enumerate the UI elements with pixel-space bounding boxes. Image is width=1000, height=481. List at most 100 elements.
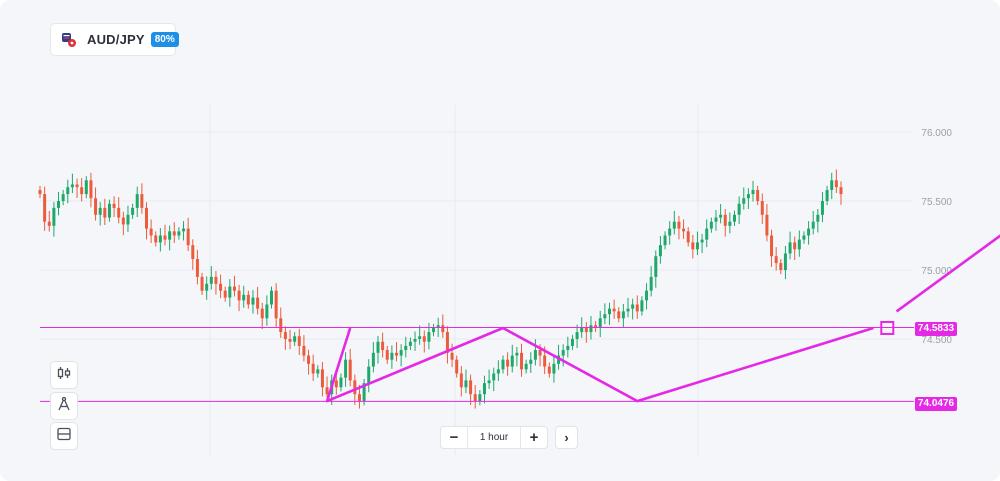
candle-body	[751, 189, 755, 195]
candle-body	[737, 203, 741, 215]
candle-body	[297, 336, 301, 346]
candle-body	[381, 341, 385, 351]
support-price-tag: 74.0476	[915, 397, 957, 411]
candle-body	[75, 184, 79, 188]
asset-selector[interactable]: AUD/JPY 80%	[50, 23, 179, 56]
candle-body	[719, 214, 723, 218]
scroll-forward-button[interactable]: ›	[555, 426, 578, 449]
candle-body	[529, 359, 533, 364]
candle-body	[362, 383, 366, 402]
candle-body	[103, 207, 107, 218]
drawing-tools-button[interactable]	[50, 392, 78, 420]
candle-body	[668, 228, 672, 236]
candle-body	[788, 242, 792, 254]
resistance-price-tag: 74.5833	[915, 322, 957, 336]
candle-body	[195, 258, 199, 277]
drawing-tool-icon	[56, 396, 72, 417]
candle-body	[265, 304, 269, 319]
candle-body	[390, 352, 394, 360]
candle-body	[566, 345, 570, 351]
candle-body	[575, 332, 579, 339]
candle-body	[686, 231, 690, 243]
candle-body	[816, 214, 820, 222]
candle-body	[357, 394, 361, 402]
candle-body	[140, 194, 144, 208]
candle-body	[672, 221, 676, 229]
candle-body	[770, 235, 774, 257]
candle-body	[473, 394, 477, 402]
double-bottom-pattern-line	[325, 326, 874, 403]
candle-body	[107, 203, 111, 218]
candle-body	[353, 380, 357, 395]
candle-body	[654, 256, 658, 277]
chart-type-button[interactable]	[50, 361, 78, 389]
candle-body	[714, 217, 718, 222]
candle-body	[510, 355, 514, 367]
timeframe-label[interactable]: 1 hour	[467, 427, 521, 448]
candle-body	[404, 345, 408, 351]
candle-body	[820, 201, 824, 215]
candle-body	[43, 194, 47, 222]
candle-body	[112, 203, 116, 208]
candle-body	[47, 221, 51, 226]
indicators-button[interactable]	[50, 422, 78, 450]
candle-body	[487, 380, 491, 384]
candle-body	[307, 355, 311, 364]
candle-body	[515, 352, 519, 356]
candle-body	[334, 380, 338, 388]
candle-body	[700, 239, 704, 243]
candle-body	[783, 253, 787, 270]
candle-body	[422, 336, 426, 342]
candle-body	[144, 207, 148, 229]
candle-body	[649, 276, 653, 291]
y-tick-label: 75.000	[921, 266, 952, 277]
candle-body	[640, 300, 644, 312]
candle-body	[38, 189, 42, 195]
candle-body	[61, 194, 65, 201]
candle-body	[209, 276, 213, 284]
candle-body	[455, 359, 459, 374]
candle-body	[432, 327, 436, 333]
candle-body	[663, 235, 667, 246]
candle-body	[807, 228, 811, 236]
candle-body	[246, 294, 250, 305]
candle-body	[594, 325, 598, 328]
candle-body	[779, 263, 783, 270]
candle-body	[459, 373, 463, 388]
candle-body	[121, 217, 125, 225]
candle-body	[131, 207, 135, 215]
candle-body	[316, 369, 320, 374]
candle-body	[344, 359, 348, 378]
target-arrow-line	[895, 234, 1000, 313]
asset-name: AUD/JPY	[87, 32, 145, 47]
candle-body	[621, 311, 625, 319]
candle-body	[89, 180, 93, 199]
candle-body	[482, 383, 486, 395]
candle-body	[172, 231, 176, 236]
candle-body	[561, 350, 565, 356]
candle-body	[311, 363, 315, 374]
candle-body	[825, 189, 829, 201]
timeframe-control: − 1 hour +	[440, 426, 548, 449]
candle-body	[607, 308, 611, 315]
candle-body	[552, 363, 556, 374]
candle-body	[797, 239, 801, 250]
candle-body	[691, 242, 695, 250]
candle-body	[501, 359, 505, 370]
zoom-in-button[interactable]: +	[529, 429, 539, 446]
candle-body	[589, 325, 593, 333]
candle-body	[538, 350, 542, 356]
candle-body	[445, 332, 449, 353]
candle-body	[543, 355, 547, 367]
candle-body	[418, 336, 422, 339]
candle-body	[348, 359, 352, 381]
zoom-out-button[interactable]: −	[449, 429, 459, 446]
candle-body	[839, 187, 843, 195]
candle-body	[441, 325, 445, 333]
candle-body	[802, 235, 806, 240]
candle-body	[283, 332, 287, 339]
candle-body	[756, 189, 760, 201]
candle-body	[598, 318, 602, 328]
candle-body	[427, 332, 431, 342]
